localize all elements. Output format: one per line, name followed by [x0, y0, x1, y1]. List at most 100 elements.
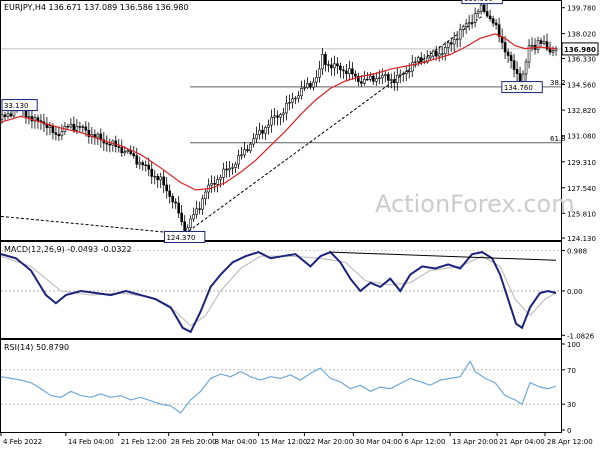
y-tick-label: 100 — [567, 341, 580, 349]
current-price-box — [561, 42, 599, 56]
candle-body — [419, 57, 423, 63]
candle-body — [24, 110, 28, 118]
candle-body — [431, 50, 435, 57]
candle-body — [339, 65, 342, 71]
current-price-label: 136.980 — [564, 46, 596, 54]
candle-body — [204, 191, 207, 200]
candle-body — [494, 22, 498, 26]
x-tick-label: 4 Feb 2022 — [3, 438, 42, 446]
fib-level-label: 61.8 — [550, 135, 566, 143]
candle-body — [222, 168, 225, 178]
candle-body — [461, 26, 465, 30]
candle-body — [9, 113, 13, 117]
candle-body — [354, 73, 357, 77]
candle-body — [321, 54, 324, 70]
candle-body — [384, 74, 387, 76]
x-axis: 4 Feb 2022 14 Feb 04:00 21 Feb 12:00 28 Feb… — [0, 432, 593, 446]
candle-body — [57, 134, 61, 137]
y-tick-label: 131.080 — [567, 133, 596, 141]
candle-body — [171, 196, 174, 203]
candle-body — [491, 18, 495, 24]
candle-body — [138, 162, 142, 165]
y-tick-label: 70 — [567, 367, 576, 375]
candle-body — [473, 13, 477, 23]
price-annotation-label: 33.130 — [4, 102, 29, 110]
candle-body — [497, 24, 501, 37]
candle-body — [54, 132, 58, 135]
price-annotation-box — [1, 99, 38, 112]
candle-body — [387, 74, 390, 81]
candle-body — [482, 4, 486, 12]
candle-body — [288, 102, 291, 104]
candle-body — [291, 98, 294, 103]
candle-body — [464, 23, 468, 27]
y-tick-label: 129.310 — [567, 159, 596, 167]
y-tick-label: 0.988 — [567, 248, 587, 256]
y-tick-label: 30 — [567, 401, 576, 409]
candle-body — [228, 167, 231, 171]
candle-body — [135, 155, 139, 165]
price-panel-frame — [0, 0, 562, 241]
y-tick-label: -1.0826 — [567, 332, 595, 340]
candle-body — [243, 149, 246, 156]
candle-body — [93, 134, 97, 138]
candle-body — [434, 50, 438, 57]
candle-body — [315, 77, 318, 83]
macd-trendline — [330, 251, 557, 261]
y-tick-label: 0 — [567, 427, 571, 435]
x-tick-label: 6 Apr 12:00 — [404, 438, 445, 446]
candle-body — [348, 68, 351, 75]
macd-main-line — [0, 250, 557, 334]
candle-body — [407, 70, 411, 73]
x-tick-label: 22 Mar 20:00 — [306, 438, 353, 446]
price-annotation-box — [163, 230, 206, 243]
candle-body — [216, 179, 219, 185]
candle-body — [389, 79, 393, 81]
x-tick-label: 8 Mar 04:00 — [215, 438, 257, 446]
candle-body — [345, 70, 348, 75]
candle-body — [96, 133, 100, 138]
candle-body — [117, 146, 121, 148]
candle-body — [363, 78, 366, 84]
candle-body — [78, 126, 82, 128]
candle-body — [324, 54, 327, 65]
candle-body — [488, 15, 492, 19]
candle-body — [369, 75, 372, 80]
candle-body — [180, 212, 183, 223]
candle-body — [99, 133, 103, 141]
candle-body — [446, 42, 450, 48]
candle-body — [381, 75, 384, 79]
candle-body — [443, 47, 447, 54]
candle-body — [156, 175, 160, 181]
candle-body — [72, 123, 76, 131]
candle-body — [375, 78, 378, 82]
candle-body — [476, 11, 480, 14]
candle-body — [84, 126, 88, 131]
candle-body — [449, 42, 453, 45]
x-tick-label: 14 Feb 04:00 — [68, 438, 114, 446]
watermark: ActionForex.com — [375, 190, 575, 218]
x-tick-label: 15 Mar 12:00 — [261, 438, 308, 446]
candle-body — [261, 129, 264, 134]
candle-body — [267, 124, 270, 128]
candle-body — [300, 88, 303, 97]
y-tick-label: 134.560 — [567, 82, 596, 90]
candle-body — [395, 75, 399, 84]
candle-body — [404, 71, 408, 74]
support-trendline — [0, 215, 185, 235]
candle-body — [237, 155, 240, 165]
rsi-panel-title: RSI(14) 50.8790 — [4, 343, 69, 352]
macd-signal-line — [0, 255, 557, 327]
candle-body — [416, 57, 420, 63]
candle-body — [213, 183, 216, 185]
candle-body — [509, 55, 513, 61]
candle-body — [168, 190, 171, 197]
candle-body — [312, 81, 315, 88]
price-panel-title: EURJPY,H4 136.671 137.089 136.586 136.98… — [4, 3, 189, 12]
y-tick-label: 132.820 — [567, 107, 596, 115]
price-annotation-box — [461, 0, 503, 5]
candle-body — [195, 208, 198, 215]
candle-body — [536, 40, 540, 50]
candle-body — [210, 183, 213, 186]
